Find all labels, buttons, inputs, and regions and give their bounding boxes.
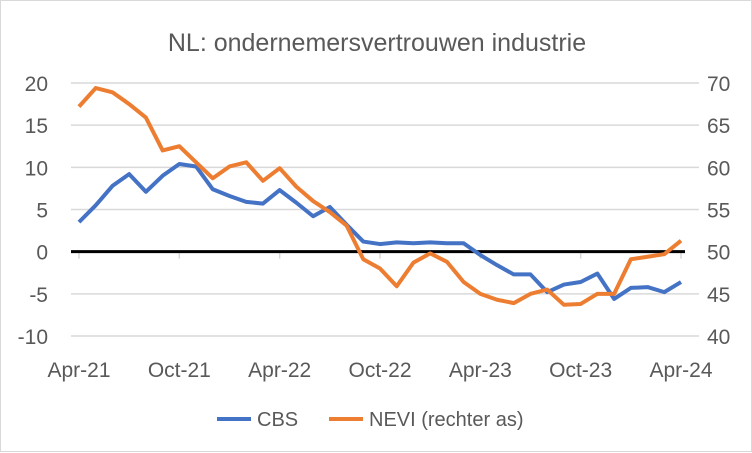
y-left-tick-label: 0 [36, 242, 48, 265]
x-tick-label: Apr-23 [449, 359, 512, 382]
y-left-tick-label: 5 [36, 200, 48, 223]
y-left-tick-label: 20 [25, 73, 48, 96]
y-right-tick-label: 40 [707, 326, 730, 349]
y-left-tick-label: -10 [18, 326, 48, 349]
x-tick-label: Oct-22 [348, 359, 411, 382]
y-right-tick-label: 45 [707, 284, 730, 307]
x-tick-label: Apr-22 [248, 359, 311, 382]
x-tick-label: Oct-21 [148, 359, 211, 382]
series-line-cbs [77, 161, 683, 301]
y-left-tick-label: -5 [29, 284, 48, 307]
chart-title: NL: ondernemersvertrouwen industrie [168, 29, 586, 57]
y-right-tick-label: 50 [707, 242, 730, 265]
y-right-tick-label: 65 [707, 115, 730, 138]
legend-label: CBS [257, 409, 298, 431]
x-tick-label: Oct-23 [549, 359, 612, 382]
y-right-tick-label: 60 [707, 157, 730, 180]
x-tick-label: Apr-21 [47, 359, 110, 382]
y-left-tick-label: 10 [25, 157, 48, 180]
legend-label: NEVI (rechter as) [369, 409, 523, 431]
x-tick-label: Apr-24 [649, 359, 712, 382]
series-line-nevi [77, 86, 683, 307]
y-left-tick-label: 15 [25, 115, 48, 138]
y-right-tick-label: 70 [707, 73, 730, 96]
y-right-tick-label: 55 [707, 200, 730, 223]
